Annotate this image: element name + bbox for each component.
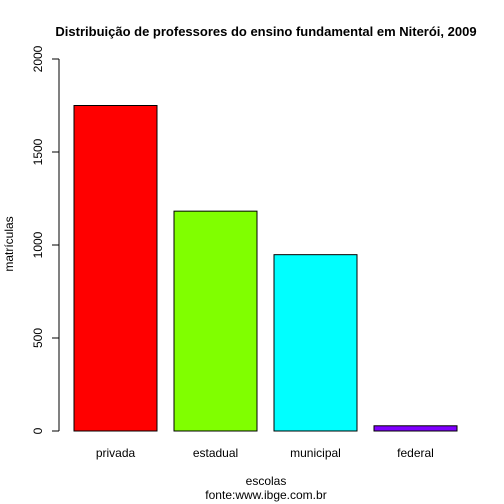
y-axis-label: matrículas <box>2 216 16 271</box>
y-tick-label: 2000 <box>31 45 45 72</box>
x-tick-label: estadual <box>193 446 238 460</box>
x-tick-label: federal <box>397 446 434 460</box>
chart-caption: fonte:www.ibge.com.br <box>205 488 326 502</box>
y-tick-label: 1500 <box>31 138 45 165</box>
y-tick-label: 1000 <box>31 231 45 258</box>
y-axis: 0 500 1000 1500 2000 <box>31 45 60 434</box>
x-tick-labels: privada estadual municipal federal <box>96 446 434 460</box>
bar-federal <box>373 425 458 432</box>
x-tick-label: municipal <box>290 446 341 460</box>
x-tick-label: privada <box>96 446 136 460</box>
y-ticks: 0 500 1000 1500 2000 <box>31 45 59 434</box>
bars <box>73 105 458 432</box>
y-tick-label: 500 <box>31 328 45 348</box>
bar-estadual <box>173 210 258 432</box>
bar-municipal <box>273 254 358 432</box>
bar-privada <box>73 105 158 432</box>
x-axis-label: escolas <box>246 474 287 488</box>
y-tick-label: 0 <box>31 427 45 434</box>
chart-title: Distribuição de professores do ensino fu… <box>55 24 476 39</box>
